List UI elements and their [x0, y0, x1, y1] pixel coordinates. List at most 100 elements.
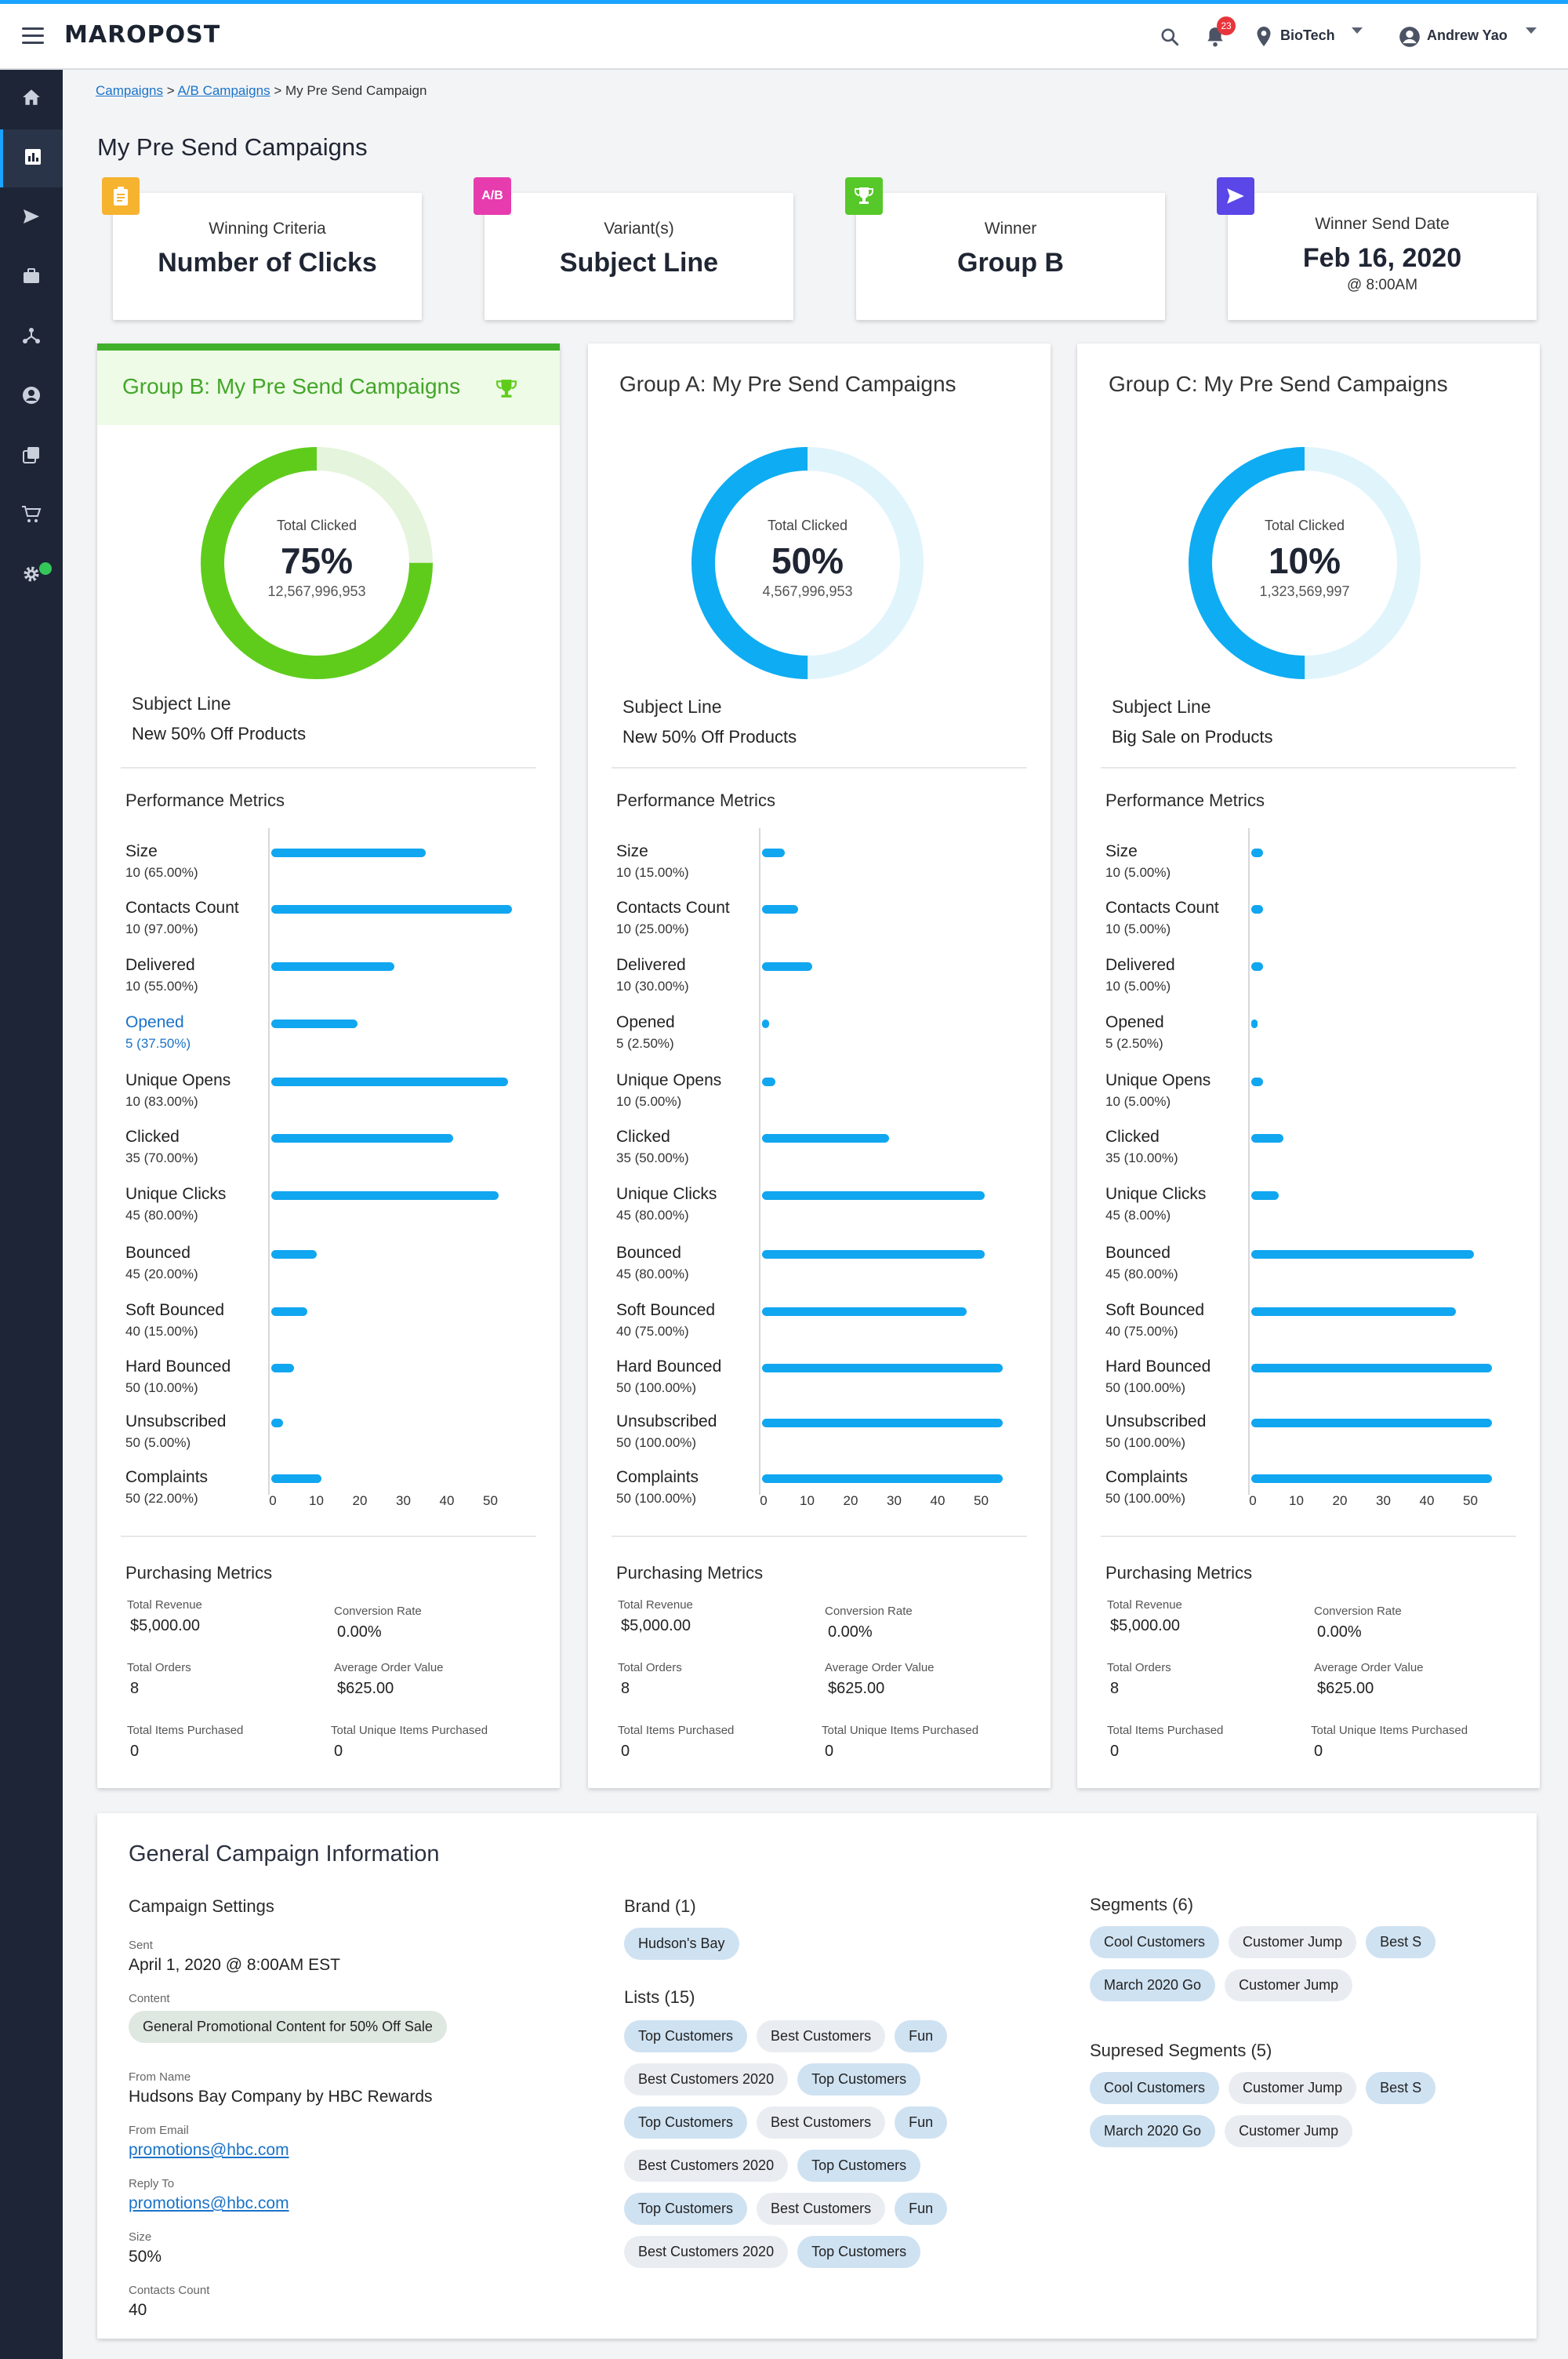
metric-bar[interactable] [762, 1419, 1004, 1427]
brand-selector[interactable]: BioTech [1280, 27, 1335, 43]
breadcrumb-ab-campaigns[interactable]: A/B Campaigns [177, 83, 270, 98]
tag-chip[interactable]: Best S [1366, 2072, 1436, 2104]
metric-bar[interactable] [762, 1078, 776, 1086]
metric-bar[interactable] [1251, 1020, 1258, 1028]
info-title: General Campaign Information [129, 1841, 440, 1866]
metric-bar[interactable] [762, 849, 785, 857]
metric-bar[interactable] [1251, 849, 1263, 857]
metric-bar[interactable] [1251, 1250, 1475, 1259]
metric-bar[interactable] [271, 1419, 283, 1427]
breadcrumb-separator: > [274, 83, 285, 98]
tag-chip[interactable]: Fun [895, 2193, 948, 2225]
tag-chip[interactable]: Best Customers [757, 2106, 886, 2139]
tag-chip[interactable]: Customer Jump [1225, 2115, 1353, 2147]
tag-chip[interactable]: Best S [1366, 1926, 1436, 1958]
tag-chip[interactable]: Best Customers 2020 [624, 2150, 789, 2182]
tag-chip[interactable]: Best Customers [757, 2020, 886, 2052]
group-title: Group C: My Pre Send Campaigns [1109, 372, 1448, 396]
metric-bar[interactable] [271, 1078, 508, 1086]
metric-bar[interactable] [1251, 1134, 1283, 1143]
tag-chip[interactable]: Top Customers [624, 2193, 748, 2225]
tag-chip[interactable]: Best Customers 2020 [624, 2236, 789, 2268]
metric-bar[interactable] [762, 1134, 890, 1143]
content-chip[interactable]: General Promotional Content for 50% Off … [129, 2011, 447, 2043]
metric-bar[interactable] [271, 1250, 317, 1259]
metric-bar[interactable] [762, 1191, 985, 1200]
sidebar-item-home[interactable] [0, 70, 63, 128]
metric-bar[interactable] [1251, 1419, 1493, 1427]
metric-bar[interactable] [1251, 1307, 1456, 1316]
tag-chip[interactable]: Top Customers [797, 2236, 921, 2268]
metric-bar[interactable] [1251, 1474, 1493, 1483]
metric-bar[interactable] [271, 1020, 358, 1028]
tag-chip[interactable]: March 2020 Go [1090, 2115, 1216, 2147]
metric-bar[interactable] [762, 1020, 769, 1028]
axis-tick-label: 20 [1332, 1493, 1348, 1508]
metric-bar[interactable] [1251, 962, 1263, 971]
metric-bar[interactable] [762, 1364, 1004, 1372]
email-link[interactable]: promotions@hbc.com [129, 2194, 289, 2212]
tag-chip[interactable]: Fun [895, 2020, 948, 2052]
total-revenue-label: Total Revenue [127, 1598, 202, 1612]
tag-chip[interactable]: Best Customers 2020 [624, 2063, 789, 2095]
metric-bar[interactable] [1251, 905, 1263, 914]
tag-chip[interactable]: Cool Customers [1090, 1926, 1220, 1958]
metric-value: 40 (75.00%) [1105, 1324, 1178, 1339]
sidebar-item-network[interactable] [0, 308, 63, 366]
donut-label: Total Clicked [276, 518, 358, 533]
breadcrumb-campaigns[interactable]: Campaigns [96, 83, 163, 98]
sidebar-item-send[interactable] [0, 189, 63, 247]
metric-bar[interactable] [762, 1250, 985, 1259]
sidebar-item-chart[interactable] [0, 129, 63, 187]
sidebar-item-cart[interactable] [0, 487, 63, 545]
metric-bar[interactable] [271, 1191, 499, 1200]
metric-bar[interactable] [271, 905, 513, 914]
tag-chip[interactable]: Best Customers [757, 2193, 886, 2225]
tag-chip[interactable]: Customer Jump [1225, 1969, 1353, 2001]
user-name[interactable]: Andrew Yao [1427, 27, 1508, 43]
metric-bar[interactable] [271, 849, 426, 857]
subject-value: New 50% Off Products [132, 724, 307, 743]
sidebar-item-briefcase[interactable] [0, 249, 63, 307]
metric-bar[interactable] [762, 1474, 1004, 1483]
metric-bar[interactable] [1251, 1191, 1279, 1200]
tag-chip[interactable]: Top Customers [797, 2063, 921, 2095]
subject-value: Big Sale on Products [1112, 727, 1273, 747]
metric-bar[interactable] [271, 1134, 453, 1143]
user-avatar-icon[interactable] [1396, 23, 1424, 51]
sidebar-item-user-circle[interactable] [0, 368, 63, 426]
metric-name: Unique Opens [1105, 1071, 1211, 1089]
subject-line: Subject Line New 50% Off Products [132, 693, 306, 744]
email-link[interactable]: promotions@hbc.com [129, 2141, 289, 2159]
tag-chip[interactable]: Hudson's Bay [624, 1928, 739, 1960]
metric-bar[interactable] [762, 962, 812, 971]
tag-chip[interactable]: Top Customers [797, 2150, 921, 2182]
metric-bar[interactable] [271, 962, 394, 971]
search-icon[interactable] [1156, 23, 1184, 51]
tag-chip[interactable]: Top Customers [624, 2106, 748, 2139]
menu-icon[interactable] [22, 27, 44, 45]
metric-bar[interactable] [1251, 1078, 1263, 1086]
metric-bar[interactable] [762, 905, 799, 914]
metric-bar[interactable] [271, 1364, 294, 1372]
metric-bar[interactable] [1251, 1364, 1493, 1372]
maropost-logo[interactable]: MAROPOST [64, 21, 221, 49]
donut-count: 12,567,996,953 [267, 583, 366, 599]
tag-chip[interactable]: Customer Jump [1229, 2072, 1357, 2104]
metric-bar[interactable] [271, 1307, 308, 1316]
metric-name: Unsubscribed [616, 1412, 717, 1430]
metric-value: 5 (2.50%) [1105, 1036, 1163, 1051]
conversion-rate-label: Conversion Rate [825, 1605, 913, 1618]
user-circle-icon [22, 386, 41, 409]
chevron-down-icon[interactable] [1352, 27, 1363, 34]
tag-chip[interactable]: March 2020 Go [1090, 1969, 1216, 2001]
sidebar-item-gear[interactable] [0, 547, 63, 605]
tag-chip[interactable]: Fun [895, 2106, 948, 2139]
metric-bar[interactable] [271, 1474, 321, 1483]
chevron-down-icon[interactable] [1526, 27, 1537, 34]
tag-chip[interactable]: Cool Customers [1090, 2072, 1220, 2104]
metric-bar[interactable] [762, 1307, 967, 1316]
tag-chip[interactable]: Customer Jump [1229, 1926, 1357, 1958]
sidebar-item-copy[interactable] [0, 427, 63, 485]
tag-chip[interactable]: Top Customers [624, 2020, 748, 2052]
